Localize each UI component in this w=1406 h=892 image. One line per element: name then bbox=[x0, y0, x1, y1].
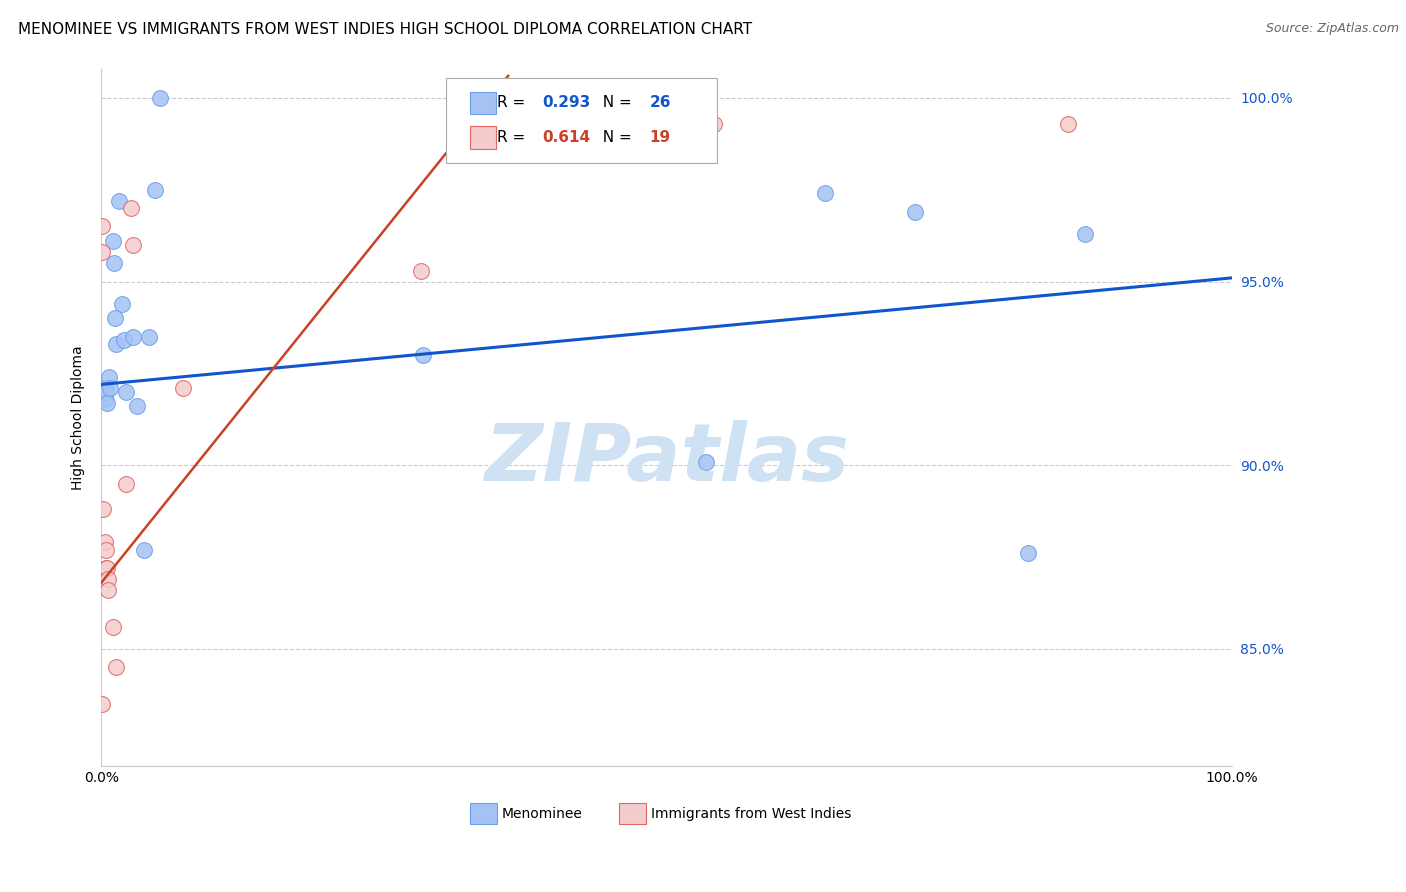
Point bbox=[91, 245, 114, 260]
Point bbox=[93, 502, 115, 516]
Y-axis label: High School Diploma: High School Diploma bbox=[72, 345, 86, 490]
Point bbox=[138, 329, 160, 343]
Point bbox=[103, 256, 125, 270]
Text: N =: N = bbox=[593, 95, 637, 111]
Point bbox=[412, 348, 434, 362]
Point bbox=[149, 91, 172, 105]
FancyBboxPatch shape bbox=[619, 804, 647, 824]
Point bbox=[93, 392, 115, 406]
Point bbox=[703, 117, 725, 131]
Point bbox=[91, 219, 114, 234]
Point bbox=[94, 561, 117, 575]
Point bbox=[411, 263, 433, 277]
Point bbox=[121, 237, 143, 252]
Point bbox=[904, 204, 927, 219]
Point bbox=[98, 370, 121, 384]
Point bbox=[97, 572, 120, 586]
Point bbox=[96, 561, 118, 575]
Point bbox=[1017, 546, 1039, 560]
Point bbox=[120, 201, 142, 215]
Text: N =: N = bbox=[593, 130, 637, 145]
FancyBboxPatch shape bbox=[470, 92, 496, 114]
Point bbox=[145, 183, 167, 197]
FancyBboxPatch shape bbox=[470, 804, 496, 824]
Point bbox=[104, 337, 127, 351]
Text: 19: 19 bbox=[650, 130, 671, 145]
Point bbox=[97, 583, 120, 598]
FancyBboxPatch shape bbox=[446, 78, 717, 162]
Point bbox=[96, 396, 118, 410]
Point bbox=[98, 381, 121, 395]
Point bbox=[101, 620, 124, 634]
Point bbox=[104, 660, 127, 674]
Point bbox=[91, 697, 114, 711]
Point bbox=[110, 296, 132, 310]
Point bbox=[695, 454, 717, 468]
Text: ZIPatlas: ZIPatlas bbox=[484, 420, 849, 499]
Text: Menominee: Menominee bbox=[502, 807, 582, 821]
Point bbox=[115, 476, 138, 491]
Point bbox=[93, 535, 115, 549]
Point bbox=[94, 384, 117, 399]
Point bbox=[108, 194, 131, 208]
Text: Immigrants from West Indies: Immigrants from West Indies bbox=[651, 807, 851, 821]
FancyBboxPatch shape bbox=[470, 126, 496, 149]
Point bbox=[1056, 117, 1078, 131]
Point bbox=[134, 542, 156, 557]
Point bbox=[104, 311, 127, 326]
Text: 26: 26 bbox=[650, 95, 671, 111]
Point bbox=[115, 384, 138, 399]
Point bbox=[127, 400, 149, 414]
Point bbox=[1073, 227, 1095, 241]
Text: R =: R = bbox=[496, 130, 530, 145]
Text: 0.614: 0.614 bbox=[543, 130, 591, 145]
Point bbox=[94, 542, 117, 557]
Text: 0.293: 0.293 bbox=[543, 95, 591, 111]
Point bbox=[121, 329, 143, 343]
Text: Source: ZipAtlas.com: Source: ZipAtlas.com bbox=[1265, 22, 1399, 36]
Point bbox=[93, 381, 115, 395]
Point bbox=[112, 334, 135, 348]
Text: MENOMINEE VS IMMIGRANTS FROM WEST INDIES HIGH SCHOOL DIPLOMA CORRELATION CHART: MENOMINEE VS IMMIGRANTS FROM WEST INDIES… bbox=[18, 22, 752, 37]
Point bbox=[101, 234, 124, 248]
Point bbox=[172, 381, 194, 395]
Point bbox=[814, 186, 837, 201]
Text: R =: R = bbox=[496, 95, 530, 111]
